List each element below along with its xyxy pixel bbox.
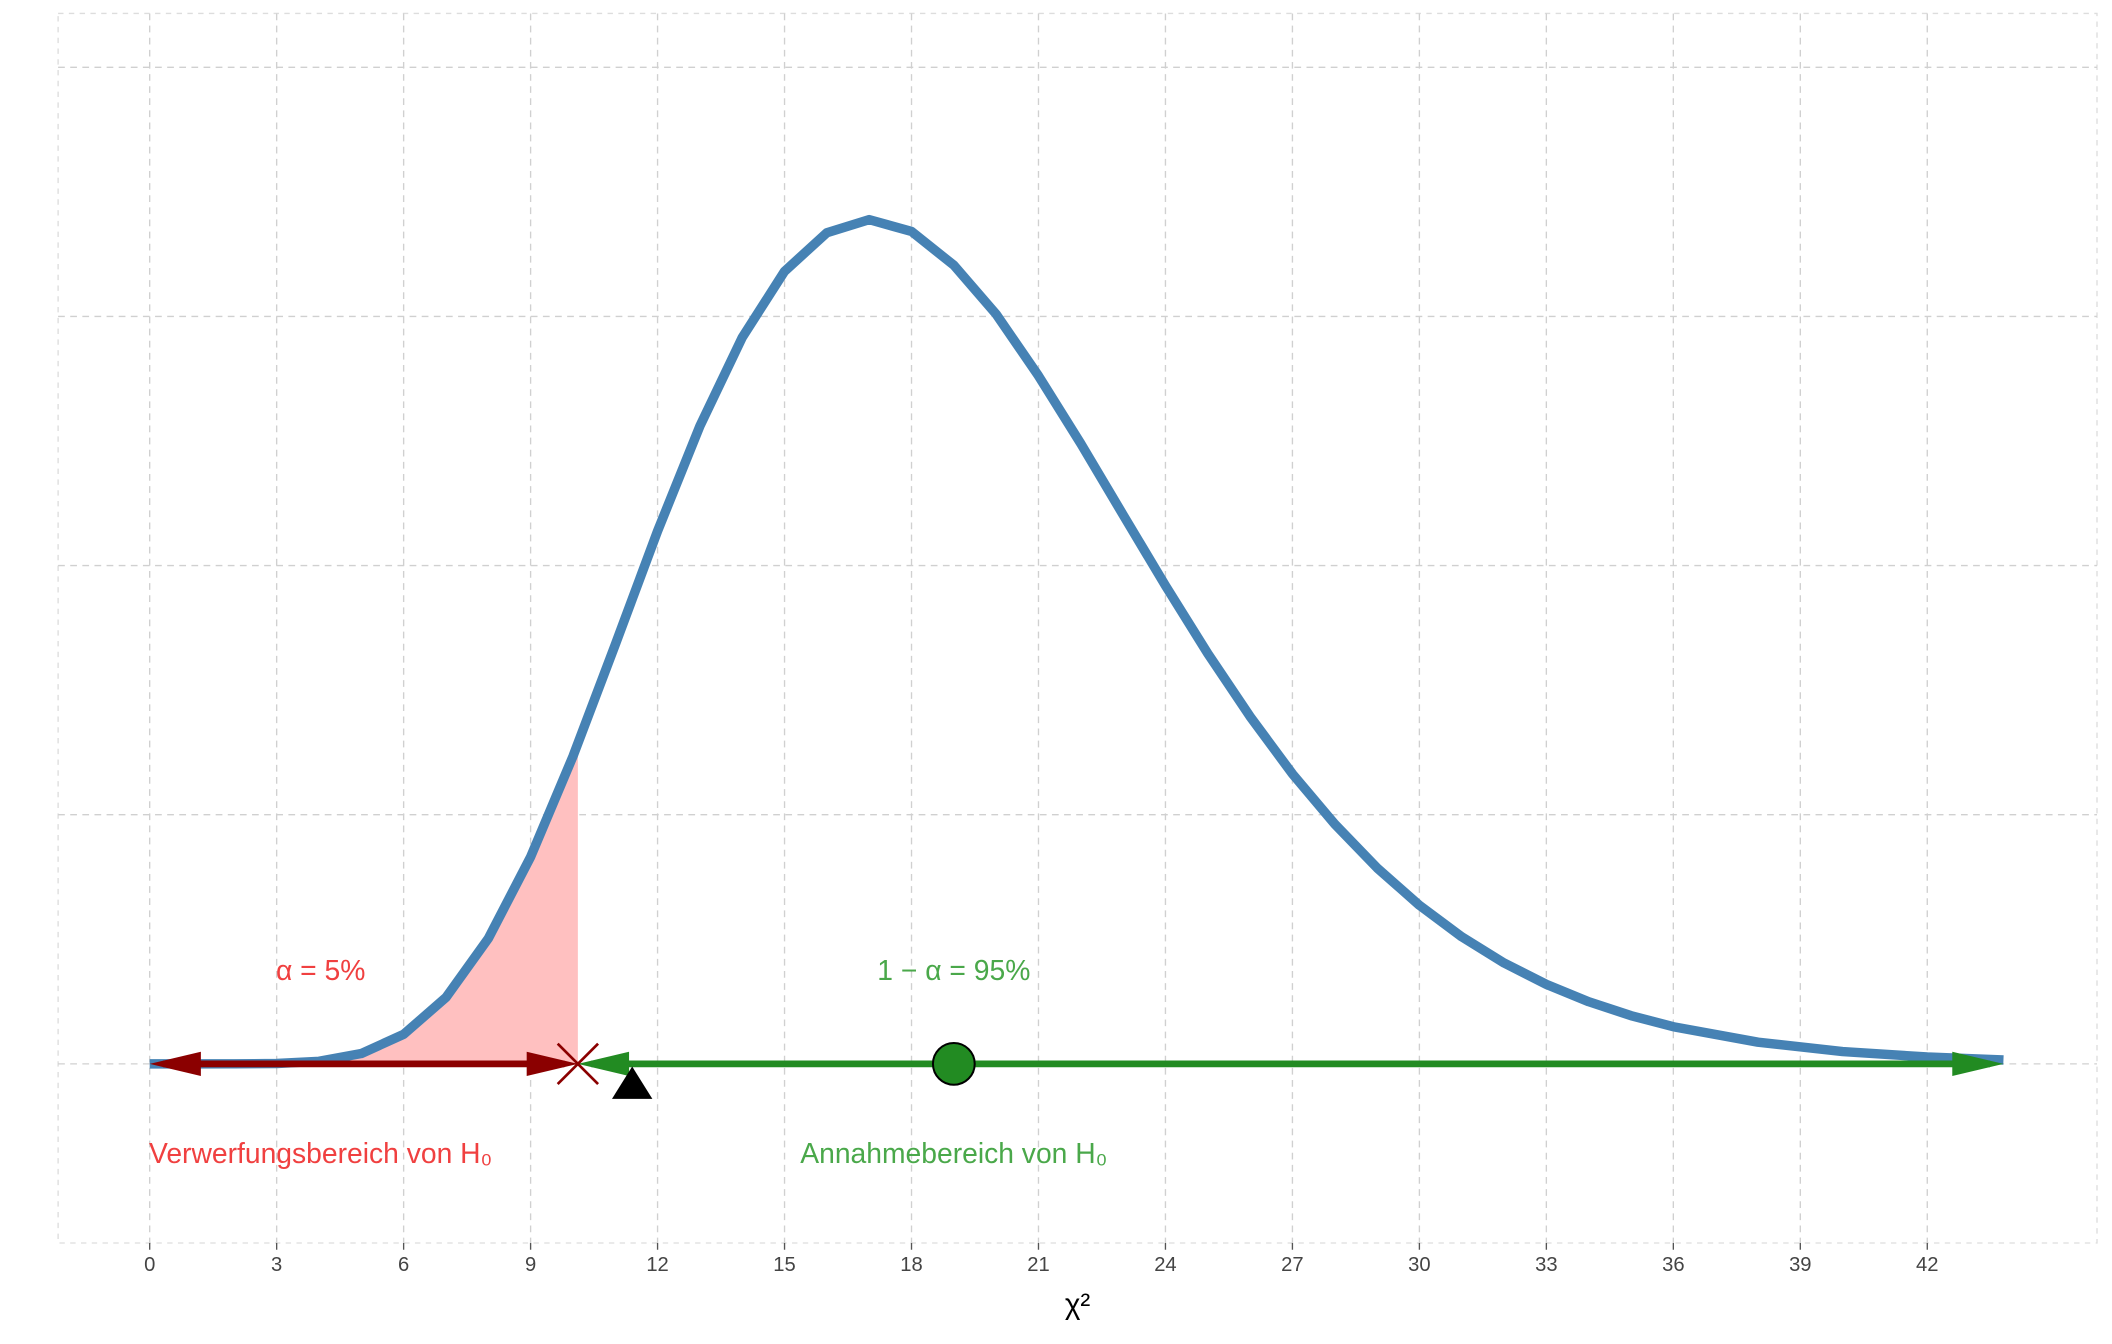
annotation: α = 5% [276, 954, 365, 986]
arrow-head [526, 1051, 578, 1076]
annotation: Annahmebereich von H₀ [800, 1137, 1107, 1169]
x-tick-label: 21 [1027, 1254, 1049, 1276]
density-curve [149, 214, 2004, 1069]
annotation: Verwerfungsbereich von H₀ [149, 1137, 492, 1169]
arrow-head [1952, 1051, 2004, 1076]
x-tick-label: 15 [773, 1254, 795, 1276]
x-tick-label: 33 [1535, 1254, 1557, 1276]
x-axis-label: χ² [1065, 1288, 1091, 1321]
x-tick-label: 12 [646, 1254, 668, 1276]
x-tick-label: 24 [1154, 1254, 1176, 1276]
x-tick-label: 3 [271, 1254, 282, 1276]
x-tick-label: 18 [900, 1254, 922, 1276]
arrow-head [149, 1051, 201, 1076]
panel [57, 12, 2098, 1244]
x-tick-label: 42 [1916, 1254, 1938, 1276]
annotation: 1 − α = 95% [877, 954, 1030, 986]
mean-marker [931, 1041, 976, 1086]
test-statistic-marker [611, 1066, 653, 1099]
x-tick-label: 39 [1789, 1254, 1811, 1276]
x-tick-label: 36 [1662, 1254, 1684, 1276]
x-tick-label: 9 [525, 1254, 536, 1276]
arrow-head [577, 1051, 630, 1076]
x-tick-label: 30 [1408, 1254, 1430, 1276]
x-tick-label: 6 [398, 1254, 409, 1276]
x-tick-label: 0 [144, 1254, 155, 1276]
x-tick-label: 27 [1281, 1254, 1303, 1276]
rejection-area [149, 743, 578, 1064]
critical-marker [556, 1042, 600, 1086]
